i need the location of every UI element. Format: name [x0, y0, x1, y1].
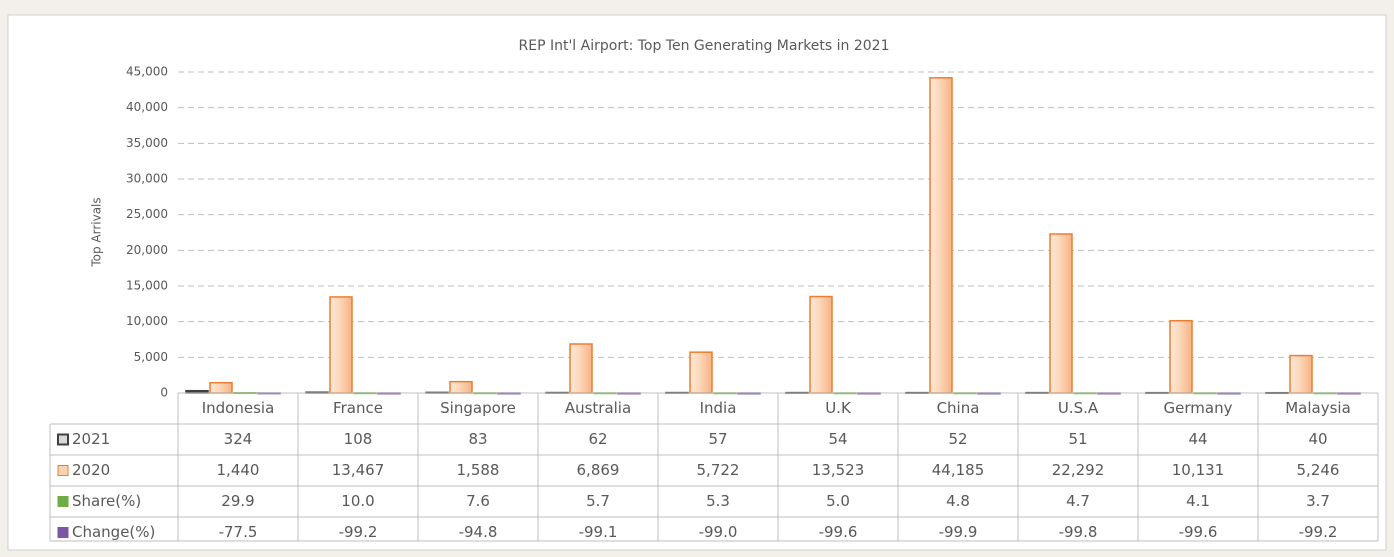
legend-label: Share(%)	[72, 492, 141, 510]
legend-key	[57, 496, 69, 507]
data-label: 5,722	[697, 461, 740, 479]
bar	[209, 381, 233, 394]
y-tick-label: 0	[160, 386, 168, 400]
bar	[1049, 233, 1073, 394]
data-label: 44	[1188, 430, 1207, 448]
legend-key	[57, 433, 69, 446]
data-label: -99.2	[1299, 523, 1338, 541]
data-label: 4.8	[946, 492, 970, 510]
data-label: -99.6	[819, 523, 858, 541]
data-label: 5.0	[826, 492, 850, 510]
bar	[569, 343, 593, 394]
data-label: -94.8	[459, 523, 498, 541]
y-axis-label: Top Arrivals	[90, 197, 104, 267]
x-tick-label: Singapore	[440, 399, 516, 417]
x-tick-label: U.K	[825, 399, 852, 417]
data-label: 324	[224, 430, 253, 448]
data-label: 54	[828, 430, 847, 448]
data-label: -99.6	[1179, 523, 1218, 541]
x-tick-label: India	[700, 399, 737, 417]
data-label: 6,869	[577, 461, 620, 479]
x-tick-label: France	[333, 399, 383, 417]
data-label: 57	[708, 430, 727, 448]
y-tick-label: 35,000	[126, 136, 168, 150]
data-label: -99.1	[579, 523, 618, 541]
bar	[1169, 319, 1193, 394]
legend-key	[57, 527, 69, 538]
legend-label: Change(%)	[72, 523, 155, 541]
data-label: 108	[344, 430, 373, 448]
data-label: 5.3	[706, 492, 730, 510]
bar	[449, 380, 473, 394]
data-label: 5.7	[586, 492, 610, 510]
bar	[689, 351, 713, 394]
data-label: 10.0	[341, 492, 374, 510]
data-label: -99.0	[699, 523, 738, 541]
y-tick-label: 30,000	[126, 172, 168, 186]
bar	[929, 77, 953, 394]
x-tick-label: U.S.A	[1058, 399, 1099, 417]
legend-label: 2021	[72, 430, 110, 448]
bar	[809, 295, 833, 394]
legend-key	[57, 465, 69, 476]
y-tick-label: 20,000	[126, 243, 168, 257]
data-label: 4.1	[1186, 492, 1210, 510]
data-label: -77.5	[219, 523, 258, 541]
data-label: 51	[1068, 430, 1087, 448]
x-tick-label: China	[937, 399, 980, 417]
x-tick-label: Australia	[565, 399, 631, 417]
y-tick-label: 15,000	[126, 279, 168, 293]
data-label: -99.2	[339, 523, 378, 541]
y-tick-label: 5,000	[134, 350, 168, 364]
data-label: 1,440	[217, 461, 260, 479]
chart-title: REP Int'l Airport: Top Ten Generating Ma…	[519, 38, 890, 54]
x-tick-label: Malaysia	[1285, 399, 1351, 417]
data-label: 44,185	[932, 461, 985, 479]
y-tick-label: 10,000	[126, 314, 168, 328]
data-label: 22,292	[1052, 461, 1105, 479]
y-tick-label: 25,000	[126, 207, 168, 221]
data-label: 52	[948, 430, 967, 448]
data-label: 29.9	[221, 492, 254, 510]
y-tick-label: 40,000	[126, 100, 168, 114]
data-label: 62	[588, 430, 607, 448]
chart-frame	[7, 14, 1387, 551]
x-tick-label: Germany	[1164, 399, 1233, 417]
legend-label: 2020	[72, 461, 110, 479]
data-label: 83	[468, 430, 487, 448]
data-label: 40	[1308, 430, 1327, 448]
data-label: -99.8	[1059, 523, 1098, 541]
data-label: 5,246	[1297, 461, 1340, 479]
data-label: 3.7	[1306, 492, 1330, 510]
bar	[329, 296, 353, 394]
data-label: 4.7	[1066, 492, 1090, 510]
data-label: 7.6	[466, 492, 490, 510]
data-label: 1,588	[457, 461, 500, 479]
data-label: 13,523	[812, 461, 865, 479]
y-tick-label: 45,000	[126, 65, 168, 79]
data-label: 10,131	[1172, 461, 1225, 479]
data-label: -99.9	[939, 523, 978, 541]
data-label: 13,467	[332, 461, 385, 479]
bar	[1289, 354, 1313, 394]
x-tick-label: Indonesia	[202, 399, 275, 417]
